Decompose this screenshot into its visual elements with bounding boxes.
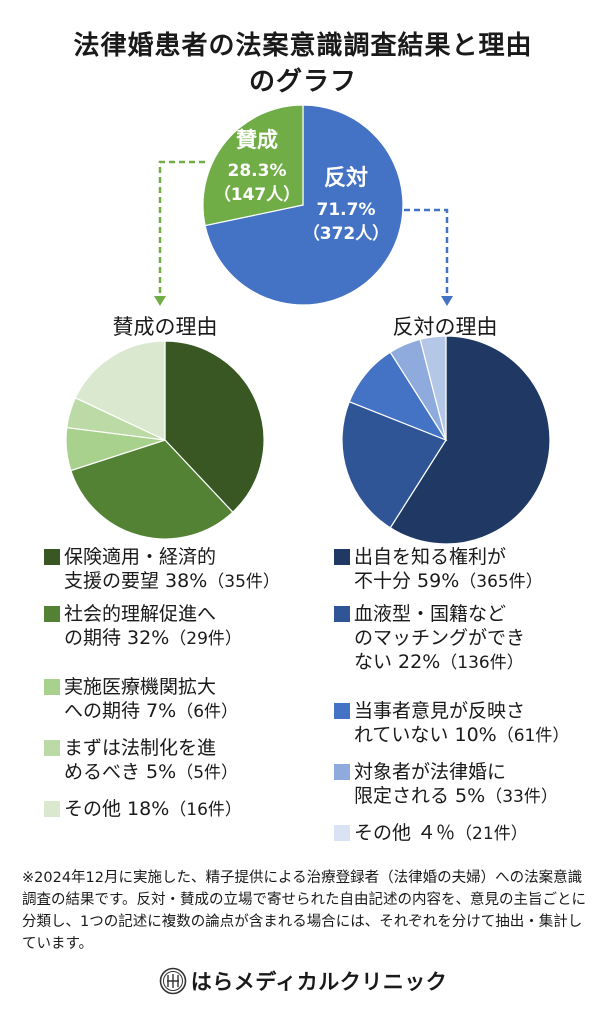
agree-pie-slice-5 bbox=[74, 340, 166, 441]
oppose-legend-pct-5: ４％ bbox=[411, 822, 456, 844]
oppose-legend-swatch-2 bbox=[334, 606, 350, 622]
agree-pie-slice-1 bbox=[164, 340, 265, 514]
agree-legend-count-1: （35件） bbox=[207, 572, 280, 592]
title-line-2: のグラフ bbox=[248, 67, 357, 97]
oppose-reasons-legend: 出自を知る権利が 不十分 59%（365件） 血液型・国籍など のマッチングができ ない… bbox=[334, 545, 602, 846]
agree-legend-count-5: （16件） bbox=[169, 800, 242, 820]
agree-legend-count-3: （6件） bbox=[176, 702, 239, 722]
main-pie-label-1: 反対 bbox=[324, 166, 368, 191]
oppose-legend-label-2: 血液型・国籍など のマッチングができ ない 22%（136件） bbox=[354, 603, 526, 673]
main-pie-count-1: （372人） bbox=[303, 223, 390, 244]
agree-legend-swatch-1 bbox=[44, 549, 60, 565]
oppose-legend-swatch-1 bbox=[334, 549, 350, 565]
oppose-legend-item-2: 血液型・国籍など のマッチングができ ない 22%（136件） bbox=[334, 602, 602, 675]
agree-legend-pct-5: 18% bbox=[121, 798, 170, 820]
oppose-legend-count-2: （136件） bbox=[440, 653, 524, 673]
oppose-legend-count-3: （61件） bbox=[496, 726, 570, 746]
oppose-pie-slice-1 bbox=[389, 335, 551, 545]
oppose-legend-item-3: 当事者意見が反映さ れていない 10%（61件） bbox=[334, 699, 602, 748]
main-pie-labels: 反対 71.7% （372人） 賛成 28.3% （147人） bbox=[214, 128, 390, 244]
agree-legend-swatch-5 bbox=[44, 801, 60, 817]
oppose-legend-item-1: 出自を知る権利が 不十分 59%（365件） bbox=[334, 545, 602, 594]
survey-note: ※2024年12月に実施した、精子提供による治療登録者（法律婚の夫婦）への法案意… bbox=[22, 870, 587, 952]
oppose-reasons-title: 反対の理由 bbox=[392, 315, 498, 339]
agree-legend-label-3: 実施医療機関拡大 への期待 7%（6件） bbox=[64, 676, 239, 722]
title-line-1: 法律婚患者の法案意識調査結果と理由 bbox=[73, 31, 533, 61]
agree-reasons-legend: 保険適用・経済的 支援の要望 38%（35件） 社会的理解促進へ の期待 32%（29… bbox=[44, 545, 312, 822]
main-pie-pct-2: 28.3% bbox=[228, 161, 287, 181]
agree-legend-item-1: 保険適用・経済的 支援の要望 38%（35件） bbox=[44, 545, 312, 594]
oppose-legend-label-1: 出自を知る権利が 不十分 59%（365件） bbox=[354, 546, 543, 592]
page-title: 法律婚患者の法案意識調査結果と理由 のグラフ bbox=[0, 28, 606, 100]
oppose-legend-swatch-4 bbox=[334, 764, 350, 780]
agree-legend-pct-3: 7% bbox=[140, 700, 177, 722]
oppose-legend-label-3: 当事者意見が反映さ れていない 10%（61件） bbox=[354, 700, 570, 746]
agree-legend-item-5: その他 18%（16件） bbox=[44, 797, 312, 822]
agree-legend-swatch-4 bbox=[44, 740, 60, 756]
oppose-legend-swatch-3 bbox=[334, 703, 350, 719]
main-pie-label-2: 賛成 bbox=[236, 128, 278, 152]
footer: はらメディカルクリニック bbox=[0, 966, 606, 996]
main-pie-slice-1 bbox=[204, 104, 404, 306]
agree-legend-item-2: 社会的理解促進へ の期待 32%（29件） bbox=[44, 602, 312, 651]
clinic-name: はらメディカルクリニック bbox=[190, 970, 448, 994]
oppose-pie-slice-5 bbox=[419, 335, 447, 441]
oppose-legend-swatch-5 bbox=[334, 825, 350, 841]
oppose-legend-label-5: その他 ４％（21件） bbox=[354, 822, 528, 844]
clinic-crest-icon bbox=[159, 967, 187, 995]
agree-legend-pct-4: 5% bbox=[140, 761, 177, 783]
charts-canvas: 反対 71.7% （372人） 賛成 28.3% （147人） bbox=[65, 104, 551, 545]
oppose-legend-item-5: その他 ４％（21件） bbox=[334, 821, 602, 846]
main-pie-chart bbox=[202, 104, 404, 306]
oppose-legend-count-5: （21件） bbox=[455, 824, 528, 844]
main-pie-count-2: （147人） bbox=[214, 184, 301, 205]
agree-legend-label-5: その他 18%（16件） bbox=[64, 798, 242, 820]
main-pie-slice-2 bbox=[202, 104, 304, 227]
agree-legend-pct-2: 32% bbox=[121, 627, 170, 649]
oppose-legend-label-4: 対象者が法律婚に 限定される 5%（33件） bbox=[354, 761, 558, 807]
agree-legend-pct-1: 38% bbox=[159, 570, 208, 592]
agree-reasons-title: 賛成の理由 bbox=[112, 315, 218, 339]
agree-legend-swatch-2 bbox=[44, 606, 60, 622]
oppose-legend-pct-1: 59% bbox=[411, 570, 460, 592]
oppose-reasons-pie-chart bbox=[341, 335, 551, 545]
agree-legend-count-4: （5件） bbox=[176, 763, 239, 783]
oppose-connector-arrow bbox=[404, 208, 453, 306]
connector-arrows bbox=[154, 160, 453, 306]
agree-legend-count-2: （29件） bbox=[169, 629, 242, 649]
oppose-legend-pct-4: 5% bbox=[449, 785, 486, 807]
oppose-legend-count-4: （33件） bbox=[485, 787, 558, 807]
agree-legend-label-2: 社会的理解促進へ の期待 32%（29件） bbox=[64, 603, 242, 649]
oppose-legend-pct-2: 22% bbox=[392, 651, 441, 673]
agree-legend-label-1: 保険適用・経済的 支援の要望 38%（35件） bbox=[64, 546, 280, 592]
main-pie-pct-1: 71.7% bbox=[317, 200, 376, 220]
oppose-legend-pct-3: 10% bbox=[448, 724, 497, 746]
agree-legend-swatch-3 bbox=[44, 679, 60, 695]
agree-connector-arrow bbox=[154, 160, 205, 306]
oppose-legend-count-1: （365件） bbox=[459, 572, 543, 592]
agree-legend-item-4: まずは法制化を進 めるべき 5%（5件） bbox=[44, 736, 312, 785]
oppose-legend-item-4: 対象者が法律婚に 限定される 5%（33件） bbox=[334, 760, 602, 809]
oppose-pie-slice-2 bbox=[341, 400, 447, 529]
agree-legend-item-3: 実施医療機関拡大 への期待 7%（6件） bbox=[44, 675, 312, 724]
agree-pie-slice-2 bbox=[70, 439, 234, 540]
agree-legend-label-4: まずは法制化を進 めるべき 5%（5件） bbox=[64, 737, 239, 783]
agree-reasons-pie-chart bbox=[65, 340, 265, 540]
